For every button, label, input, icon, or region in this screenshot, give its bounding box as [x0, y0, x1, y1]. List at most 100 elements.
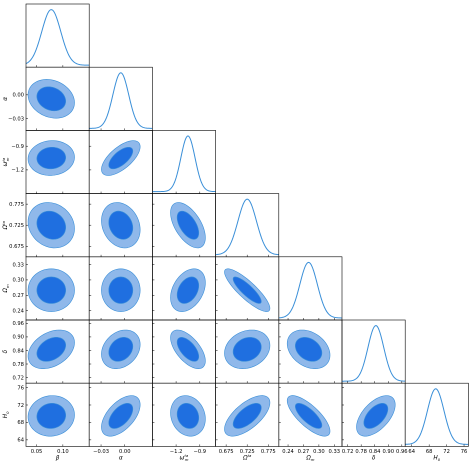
marginal-curve-omega	[152, 135, 216, 193]
xtick-label-omega: −0.9	[193, 449, 206, 455]
panel-omega_m-vs-omega_m	[278, 256, 343, 321]
contour-68-omega_m-omega	[176, 276, 200, 304]
xtick-label-delta: 0.72	[342, 449, 354, 455]
panel-H0-vs-omega_m: 0.24 0.27 0.30 0.33 Ωm	[278, 382, 343, 462]
ytick-label-H0: 76	[17, 385, 24, 391]
panel-omega_r-vs-alpha	[88, 193, 153, 258]
xtick-label-omega_r: 0.675	[219, 449, 234, 455]
xtick-label-delta: 0.96	[396, 449, 408, 455]
xtick-label-delta: 0.90	[382, 449, 394, 455]
xlabel-omega: ωta m	[180, 453, 189, 462]
panel-alpha-vs-beta: −0.03 0.00α	[3, 66, 90, 131]
panel-delta-vs-delta	[341, 319, 406, 384]
ylabel-omega_r: Ωta	[1, 220, 9, 230]
marginal-curve-omega_r	[215, 198, 279, 256]
ytick-label-omega_r: 0.775	[9, 202, 24, 208]
panel-H0-vs-beta: 0.05 0.10 64 68 72 76 β H0	[3, 382, 90, 461]
xtick-label-omega_m: 0.33	[329, 449, 341, 455]
panel-omega_m-vs-omega_r	[215, 256, 280, 321]
ytick-label-omega_r: 0.675	[9, 244, 24, 250]
contour-68-omega_r-omega	[176, 210, 200, 240]
ytick-label-delta: 0.90	[12, 335, 24, 341]
panel-H0-vs-H0: 64 68 72 76 H0	[404, 382, 469, 462]
panel-delta-vs-omega	[152, 319, 216, 384]
xtick-label-omega_m: 0.24	[282, 449, 294, 455]
panel-omega_r-vs-beta: 0.675 0.725 0.775 Ωta	[1, 193, 90, 258]
panel-alpha-vs-alpha	[88, 66, 153, 131]
contour-68-omega-beta	[36, 146, 66, 170]
ytick-label-H0: 64	[17, 438, 24, 444]
xtick-label-omega_r: 0.775	[261, 449, 276, 455]
panel-delta-vs-omega_r	[215, 319, 280, 384]
panel-beta-vs-beta	[25, 3, 90, 68]
panel-omega_m-vs-omega	[152, 256, 216, 321]
ytick-label-alpha: 0.00	[12, 93, 24, 99]
xlabel-alpha: α	[119, 455, 123, 461]
ytick-label-omega: −0.9	[11, 144, 24, 150]
panel-omega_r-vs-omega_r	[215, 193, 280, 258]
contour-68-alpha-beta	[36, 86, 66, 112]
ytick-label-delta: 0.84	[12, 348, 24, 354]
xtick-label-delta: 0.78	[355, 449, 367, 455]
xtick-label-alpha: 0.00	[119, 449, 131, 455]
xlabel-omega_r: Ωta	[242, 453, 252, 461]
xtick-label-delta: 0.84	[369, 449, 381, 455]
xtick-label-omega_r: 0.725	[240, 449, 255, 455]
contour-68-H0-delta	[363, 403, 389, 429]
xtick-label-alpha: −0.03	[93, 449, 109, 455]
contour-68-delta-beta	[36, 337, 66, 362]
xtick-label-H0: 64	[408, 449, 415, 455]
ylabel-alpha: α	[3, 97, 9, 101]
xtick-label-omega_m: 0.30	[313, 449, 325, 455]
panel-omega_m-vs-alpha	[88, 256, 153, 321]
panel-omega-vs-alpha	[88, 130, 153, 194]
marginal-curve-H0	[405, 388, 469, 445]
contour-68-delta-omega_m	[295, 337, 323, 362]
contour-68-H0-beta	[36, 403, 66, 429]
contour-68-omega_m-omega_r	[232, 276, 262, 304]
contour-68-H0-omega	[176, 403, 200, 429]
ytick-label-omega: −1.2	[11, 168, 24, 174]
panel-omega_r-vs-omega	[152, 193, 216, 258]
contour-68-delta-omega_r	[232, 337, 262, 362]
ytick-label-omega_r: 0.725	[9, 223, 24, 229]
contour-68-H0-alpha	[108, 403, 134, 429]
ylabel-omega: ωtam	[1, 157, 10, 166]
ytick-label-delta: 0.78	[12, 362, 24, 368]
panel-H0-vs-omega_r: 0.675 0.725 0.775 Ωta	[215, 382, 280, 461]
xtick-label-H0: 72	[443, 449, 450, 455]
ytick-label-alpha: −0.03	[8, 116, 24, 122]
ytick-label-omega_m: 0.30	[12, 278, 24, 284]
ylabel-delta: δ	[3, 349, 9, 353]
ylabel-omega_m: Ωm	[3, 284, 10, 293]
panel-delta-vs-alpha	[88, 319, 153, 384]
xtick-label-beta: 0.10	[57, 449, 69, 455]
marginal-curve-alpha	[89, 72, 153, 129]
xlabel-omega_m: Ωm	[305, 455, 314, 462]
marginal-curve-beta	[25, 9, 90, 66]
ytick-label-omega_m: 0.27	[12, 293, 24, 299]
xtick-label-H0: 68	[426, 449, 433, 455]
marginal-curve-delta	[342, 325, 406, 382]
panel-omega_m-vs-beta: 0.24 0.27 0.30 0.33 Ωm	[3, 256, 90, 321]
contour-68-omega_r-beta	[36, 210, 66, 240]
panel-H0-vs-delta: 0.72 0.78 0.84 0.90 0.96 δ	[341, 382, 408, 461]
contour-68-omega_m-alpha	[108, 276, 134, 304]
xlabel-delta: δ	[372, 455, 376, 461]
xlabel-H0: H0	[433, 455, 440, 462]
panel-delta-vs-beta: 0.72 0.78 0.84 0.90 0.96 δ	[3, 319, 90, 384]
ytick-label-H0: 68	[17, 420, 24, 426]
ytick-label-H0: 72	[17, 403, 24, 409]
contour-68-omega-alpha	[108, 146, 134, 170]
xtick-label-omega: −1.2	[170, 449, 183, 455]
contour-68-H0-omega_m	[295, 402, 323, 429]
xtick-label-omega_m: 0.27	[298, 449, 310, 455]
ylabel-H0: H0	[3, 411, 10, 418]
contour-68-delta-alpha	[108, 337, 134, 362]
ytick-label-omega_m: 0.24	[12, 309, 24, 315]
panel-omega-vs-beta: −1.2 −0.9 ωtam	[1, 130, 90, 194]
ytick-label-delta: 0.96	[12, 321, 24, 327]
contour-68-delta-omega	[176, 337, 200, 362]
xtick-label-H0: 76	[461, 449, 468, 455]
